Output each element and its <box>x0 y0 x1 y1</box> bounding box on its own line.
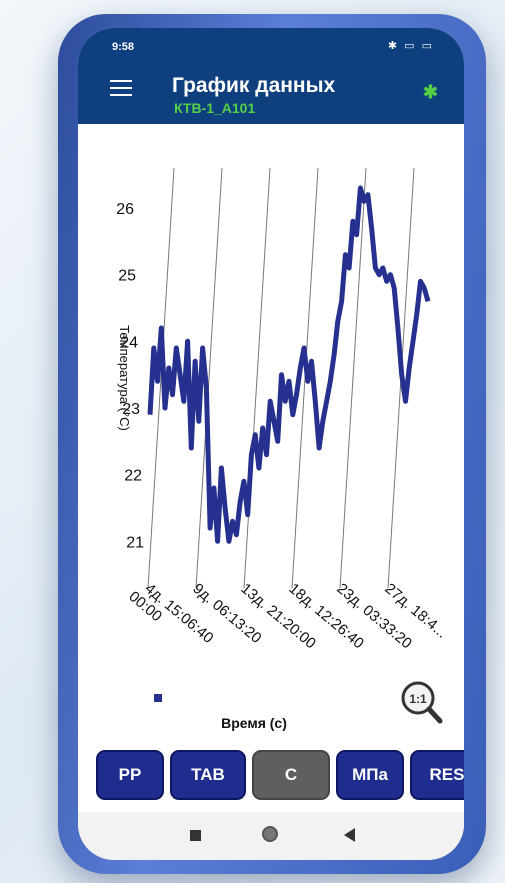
status-time: 9:58 <box>112 41 135 53</box>
y-tick-label: 25 <box>118 268 136 285</box>
svg-text:1:1: 1:1 <box>409 692 427 706</box>
grid-line <box>147 167 175 589</box>
grid-line <box>195 167 223 589</box>
mode-button-bar: PP TAB C МПа RES <box>78 750 464 800</box>
grid-line <box>243 167 271 589</box>
system-nav-bar <box>78 812 464 860</box>
y-axis-label: Температура (°C) <box>117 325 132 431</box>
temperature-chart: 21 22 23 24 25 26 Температура (°C) 4д. 15:06:… <box>116 167 450 731</box>
c-button[interactable]: C <box>252 750 330 800</box>
device-name: КТВ-1_А101 <box>174 100 256 116</box>
y-ticks: 21 22 23 24 25 26 <box>116 201 144 551</box>
y-tick-label: 24 <box>120 334 138 351</box>
y-tick-label: 21 <box>126 534 144 551</box>
menu-icon[interactable] <box>110 80 132 96</box>
home-icon[interactable] <box>262 826 278 842</box>
y-tick-label: 23 <box>122 401 140 418</box>
legend-marker <box>154 694 162 702</box>
recent-apps-icon[interactable] <box>190 830 201 841</box>
mpa-button[interactable]: МПа <box>336 750 404 800</box>
grid-line <box>339 167 367 589</box>
temperature-series-line <box>147 185 431 544</box>
pp-button[interactable]: PP <box>96 750 164 800</box>
phone-frame: 9:58 ✱ ▭ ▭ График данных КТВ-1_А101 ✱ 21… <box>58 14 486 874</box>
status-bar: 9:58 ✱ ▭ ▭ <box>78 28 464 62</box>
bluetooth-icon[interactable]: ✱ <box>422 82 438 102</box>
y-tick-label: 22 <box>124 468 142 485</box>
zoom-reset-icon[interactable]: 1:1 <box>401 681 443 724</box>
x-axis-label: Время (с) <box>221 715 287 731</box>
app-bar: График данных КТВ-1_А101 ✱ <box>78 62 464 124</box>
y-tick-label: 26 <box>116 201 134 218</box>
status-icons: ✱ ▭ ▭ <box>387 40 434 52</box>
back-icon[interactable] <box>344 828 355 842</box>
page-title: График данных <box>172 74 336 97</box>
tab-button[interactable]: TAB <box>170 750 246 800</box>
phone-screen: 9:58 ✱ ▭ ▭ График данных КТВ-1_А101 ✱ 21… <box>78 28 464 860</box>
res-button[interactable]: RES <box>410 750 464 800</box>
